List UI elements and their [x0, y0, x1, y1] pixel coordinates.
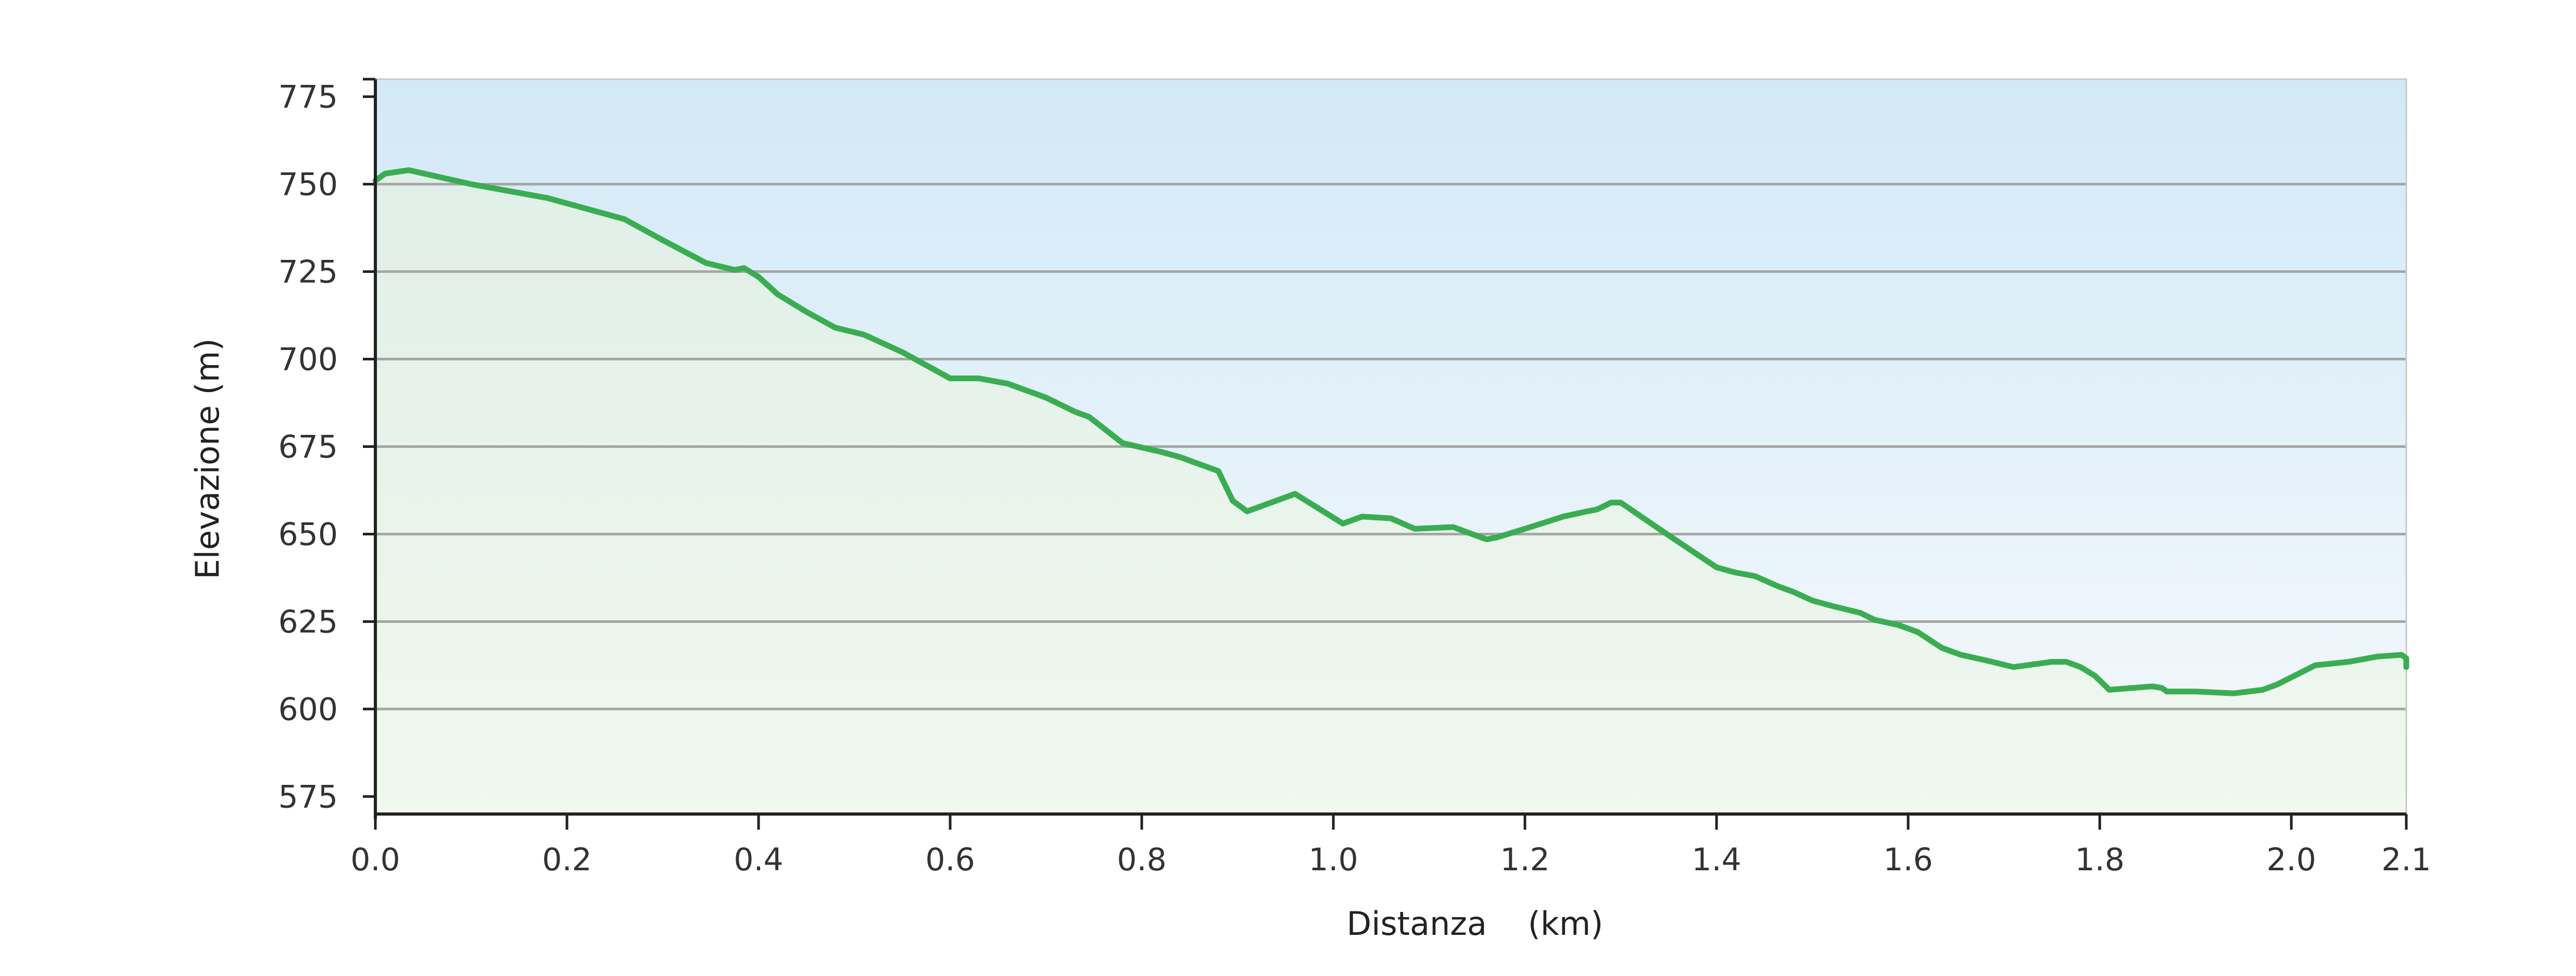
y-tick-label: 775 [278, 79, 338, 116]
y-tick-label: 675 [278, 429, 338, 466]
x-tick-label: 0.0 [350, 842, 400, 878]
x-axis-title: Distanza (km) [1347, 905, 1603, 943]
x-tick-label: 2.0 [2266, 842, 2316, 878]
y-tick-label: 625 [278, 604, 338, 640]
y-tick-label: 650 [278, 516, 338, 553]
y-tick-label: 750 [278, 167, 338, 203]
x-tick-label: 0.6 [925, 842, 975, 878]
y-tick-label: 700 [278, 342, 338, 378]
x-tick-label: 1.8 [2075, 842, 2124, 878]
axes [363, 78, 2408, 830]
y-tick-label: 575 [278, 779, 338, 815]
x-tick-label: 1.6 [1883, 842, 1933, 878]
x-tick-label: 0.8 [1117, 842, 1166, 878]
x-tick-label: 1.0 [1308, 842, 1358, 878]
y-tick-label: 600 [278, 691, 338, 728]
y-axis-tick-labels: 575 600 625 650 675 700 725 750 775 [278, 79, 338, 816]
x-tick-label: 1.4 [1691, 842, 1741, 878]
y-tick-label: 725 [278, 254, 338, 291]
x-tick-label: 0.2 [542, 842, 591, 878]
gridlines [375, 183, 2406, 710]
x-axis-tick-labels: 0.0 0.2 0.4 0.6 0.8 1.0 1.2 1.4 1.6 1.8 2.0 2.1 [350, 842, 2431, 878]
x-tick-label: 1.2 [1500, 842, 1549, 878]
x-tick-label: 2.1 [2381, 842, 2431, 878]
y-axis-title: Elevazione (m) [188, 339, 226, 580]
elevation-line [372, 167, 2409, 696]
elevation-area-fill [375, 170, 2406, 815]
x-tick-label: 0.4 [734, 842, 783, 878]
